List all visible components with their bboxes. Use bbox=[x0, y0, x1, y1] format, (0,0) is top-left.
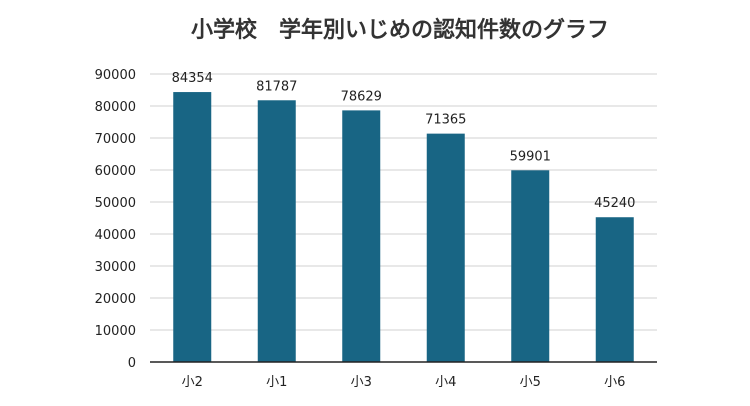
y-tick-label: 90000 bbox=[95, 68, 136, 83]
x-tick-label: 小2 bbox=[182, 375, 203, 390]
y-tick-label: 20000 bbox=[95, 292, 136, 307]
data-label: 71365 bbox=[425, 113, 466, 128]
y-tick-label: 70000 bbox=[95, 132, 136, 147]
y-axis-tick-labels: 0 10000 20000 30000 40000 50000 60000 70000 8000… bbox=[95, 68, 136, 371]
y-tick-label: 60000 bbox=[95, 164, 136, 179]
data-labels: 84354 81787 78629 71365 59901 45240 bbox=[172, 71, 636, 211]
chart-title: 小学校 学年別いじめの認知件数のグラフ bbox=[191, 17, 609, 43]
x-tick-label: 小3 bbox=[351, 375, 372, 390]
data-label: 84354 bbox=[172, 71, 213, 86]
bar-小2 bbox=[173, 92, 212, 362]
y-tick-label: 30000 bbox=[95, 260, 136, 275]
data-label: 45240 bbox=[594, 196, 635, 211]
x-tick-label: 小4 bbox=[435, 375, 456, 390]
data-label: 59901 bbox=[510, 149, 551, 164]
bar-小3 bbox=[342, 110, 381, 362]
gridlines bbox=[150, 73, 657, 331]
x-axis-tick-labels: 小2 小1 小3 小4 小5 小6 bbox=[182, 375, 626, 390]
y-tick-label: 0 bbox=[128, 356, 136, 371]
y-tick-label: 10000 bbox=[95, 324, 136, 339]
bar-小6 bbox=[595, 217, 634, 362]
data-label: 78629 bbox=[341, 89, 382, 104]
bar-小5 bbox=[511, 170, 550, 362]
y-tick-label: 40000 bbox=[95, 228, 136, 243]
x-tick-label: 小6 bbox=[604, 375, 625, 390]
data-label: 81787 bbox=[256, 79, 297, 94]
bars bbox=[173, 92, 634, 362]
x-tick-label: 小1 bbox=[266, 375, 287, 390]
y-tick-label: 50000 bbox=[95, 196, 136, 211]
bar-小4 bbox=[426, 133, 465, 362]
bar-小1 bbox=[257, 100, 296, 362]
x-tick-label: 小5 bbox=[520, 375, 541, 390]
y-tick-label: 80000 bbox=[95, 100, 136, 115]
